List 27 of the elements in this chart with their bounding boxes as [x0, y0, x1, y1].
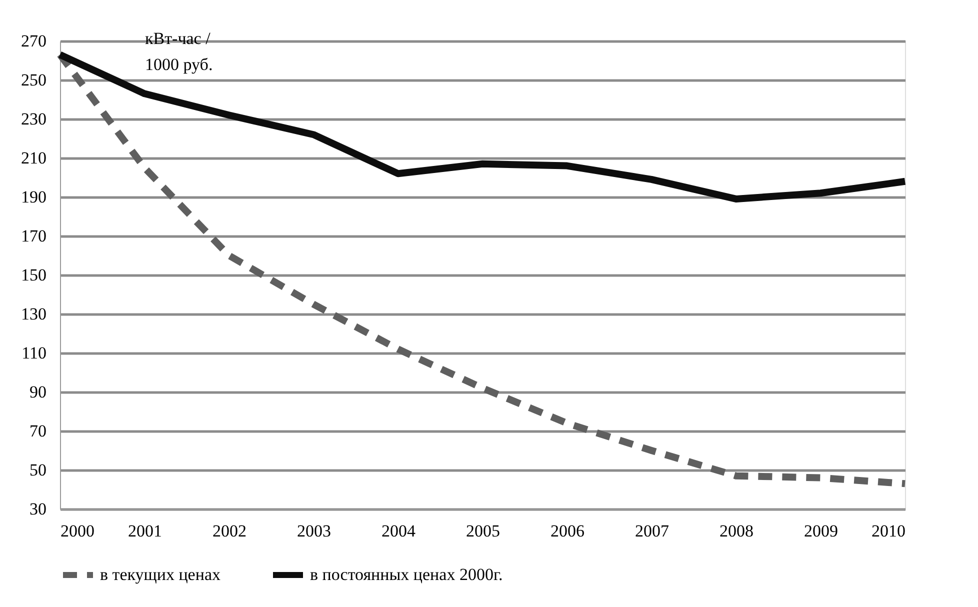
x-tick-label: 2005	[466, 522, 500, 540]
y-tick-label: 170	[21, 226, 46, 246]
y-tick-label: 230	[21, 110, 46, 128]
y-tick-label: 110	[22, 344, 46, 362]
legend-label: в постоянных ценах 2000г.	[310, 565, 503, 584]
legend-label: в текущих ценах	[100, 565, 221, 584]
x-tick-label: 2010	[872, 522, 906, 540]
y-tick-label: 150	[21, 266, 46, 284]
y-tick-label: 70	[30, 422, 46, 440]
y-tick-label: 50	[30, 460, 46, 480]
x-tick-label: 2009	[804, 522, 838, 540]
y-tick-label: 130	[21, 304, 46, 324]
annotation: кВт-час / 1000 руб.	[145, 29, 213, 74]
x-tick-label: 2008	[720, 522, 754, 540]
x-tick-label: 2007	[635, 522, 670, 540]
x-tick-label: 2000	[60, 522, 94, 540]
x-tick-label: 2002	[212, 522, 246, 540]
x-tick-label: 2003	[297, 522, 331, 540]
y-tick-label: 210	[21, 148, 46, 168]
y-tick-label: 30	[30, 500, 46, 518]
x-tick-label: 2004	[382, 522, 416, 540]
x-tick-label: 2001	[128, 522, 162, 540]
y-tick-label: 250	[21, 70, 46, 90]
y-tick-label: 90	[30, 382, 46, 402]
y-tick-label: 270	[21, 32, 46, 50]
x-tick-label: 2006	[550, 522, 584, 540]
y-tick-label: 190	[21, 188, 46, 206]
